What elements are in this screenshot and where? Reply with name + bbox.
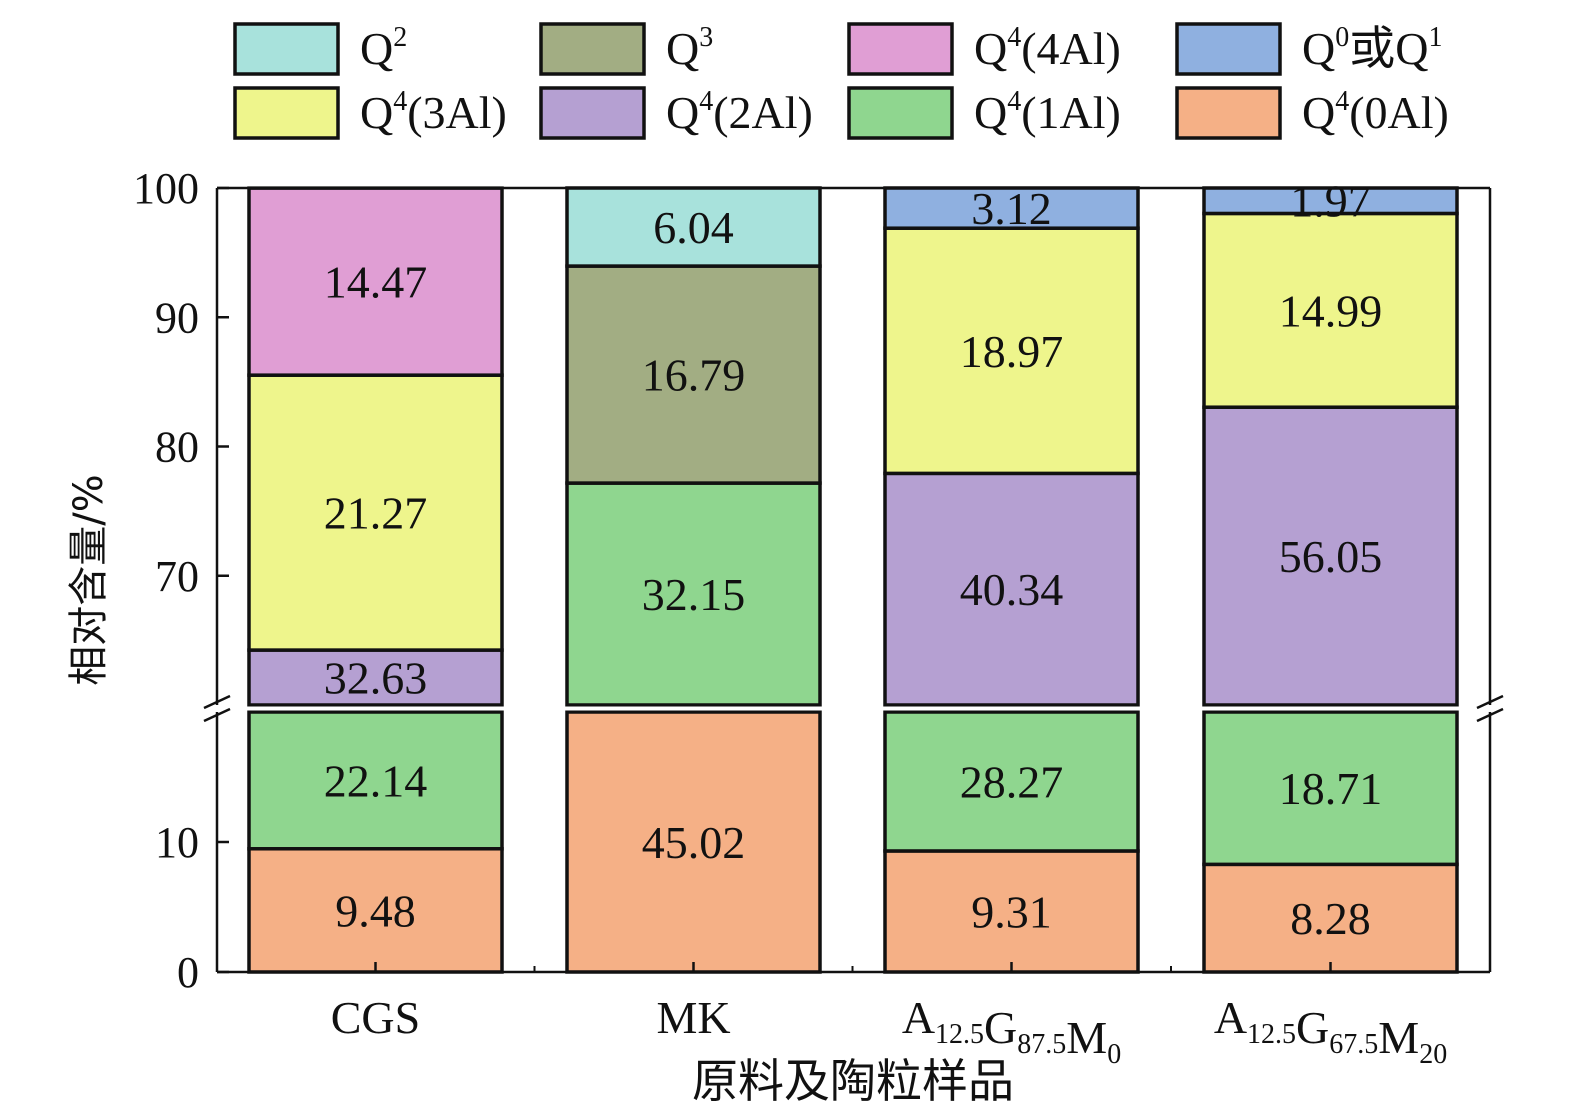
x-axis-label: 原料及陶粒样品 [692, 1054, 1014, 1108]
legend-label-q4-3al: Q4(3Al) [360, 86, 507, 138]
legend: Q2 Q3 Q4(4Al) Q0或Q1 Q4(3Al) Q4(2Al) Q4(1Al) Q4(… [233, 22, 1449, 140]
data-label-q3-2: 16.79 [642, 350, 746, 401]
data-label-q4-0al-1: 9.48 [335, 885, 416, 936]
data-label-q4-3al-4: 14.99 [1279, 285, 1383, 336]
axes: 0 10 70 80 90 100 CGS MK A12.5G87.5M0 A12.5G67.5M… [133, 164, 1447, 1070]
legend-swatch-q4-1al [847, 86, 954, 140]
legend-label-q4-0al: Q4(0Al) [1302, 86, 1449, 138]
data-label-q4-2al-3: 40.34 [960, 564, 1064, 615]
legend-swatch-q4-4al [847, 22, 954, 76]
bar-segment-q4-1al-2 [565, 481, 822, 707]
legend-swatch-q3 [539, 22, 646, 76]
data-label-q4-4al-1: 14.47 [324, 257, 428, 308]
legend-label-q4-1al: Q4(1Al) [974, 86, 1121, 138]
y-tick-label-0: 0 [177, 948, 199, 997]
legend-label-q2: Q2 [360, 22, 407, 74]
bar-segment-q4-0al-2 [565, 710, 822, 974]
bar-segment-q4-2al-4 [1202, 405, 1459, 707]
data-label-q4-2al-1: 32.63 [324, 653, 428, 704]
bar-segment-q4-3al-4 [1202, 211, 1459, 409]
data-label-q2-2: 6.04 [653, 202, 734, 253]
bar-segment-q4-0al-1 [247, 847, 504, 974]
y-axis-label: 相对含量/% [66, 474, 112, 685]
data-label-q4-0al-3: 9.31 [971, 886, 1052, 937]
legend-swatch-q4-2al [539, 86, 646, 140]
bar-segment-q4-1al-3 [883, 710, 1140, 853]
data-label-q4-0al-2: 45.02 [642, 817, 746, 868]
data-label-q4-3al-3: 18.97 [960, 326, 1064, 377]
legend-swatch-q0-q1 [1175, 22, 1282, 76]
data-label-q0-q1-4: 1.97 [1290, 176, 1371, 227]
legend-label-q0-q1: Q0或Q1 [1302, 22, 1442, 74]
axis-break-mark-right-2 [1476, 707, 1504, 723]
bar-segment-q4-3al-3 [883, 226, 1140, 476]
y-tick-label-100: 100 [133, 164, 199, 213]
axis-break-mark-left-2 [203, 707, 231, 723]
bars: 9.48 22.14 32.63 21.27 14.47 45.02 32.15 16.79 6… [150, 176, 1530, 974]
data-label-q4-1al-1: 22.14 [324, 755, 428, 806]
data-label-q4-3al-1: 21.27 [324, 488, 428, 539]
y-tick-label-80: 80 [155, 423, 199, 472]
bar-segment-q4-4al-1 [247, 186, 504, 377]
x-tick-label-1: CGS [331, 992, 420, 1043]
data-label-q4-1al-3: 28.27 [960, 756, 1064, 807]
legend-swatch-q4-0al [1175, 86, 1282, 140]
bar-segment-q3-2 [565, 264, 822, 485]
data-label-q4-1al-2: 32.15 [642, 569, 746, 620]
bar-segment-q2-2 [565, 186, 822, 268]
axis-break-mark-right-1 [1476, 694, 1504, 710]
axis-break-mark-left-1 [203, 694, 231, 710]
x-tick-label-2: MK [656, 992, 730, 1043]
y-tick-label-90: 90 [155, 293, 199, 342]
data-label-q4-0al-4: 8.28 [1290, 893, 1371, 944]
legend-label-q4-2al: Q4(2Al) [666, 86, 813, 138]
legend-label-q3: Q3 [666, 22, 713, 74]
axis-break-gap [150, 706, 1530, 711]
y-tick-label-10: 10 [155, 818, 199, 867]
data-label-q4-2al-4: 56.05 [1279, 531, 1383, 582]
data-label-q0-q1-3: 3.12 [971, 183, 1052, 234]
bar-segment-q4-1al-1 [247, 710, 504, 851]
legend-swatch-q2 [233, 22, 340, 76]
bar-segment-q4-3al-1 [247, 373, 504, 652]
bar-segment-q4-2al-3 [883, 471, 1140, 707]
bar-segment-q4-1al-4 [1202, 710, 1459, 867]
data-label-q4-1al-4: 18.71 [1279, 763, 1383, 814]
x-tick-label-4: A12.5G67.5M20 [1214, 992, 1447, 1070]
legend-label-q4-4al: Q4(4Al) [974, 22, 1121, 74]
y-tick-label-70: 70 [155, 552, 199, 601]
legend-swatch-q4-3al [233, 86, 340, 140]
bar-segment-q4-0al-3 [883, 849, 1140, 974]
x-tick-label-3: A12.5G87.5M0 [902, 992, 1121, 1070]
